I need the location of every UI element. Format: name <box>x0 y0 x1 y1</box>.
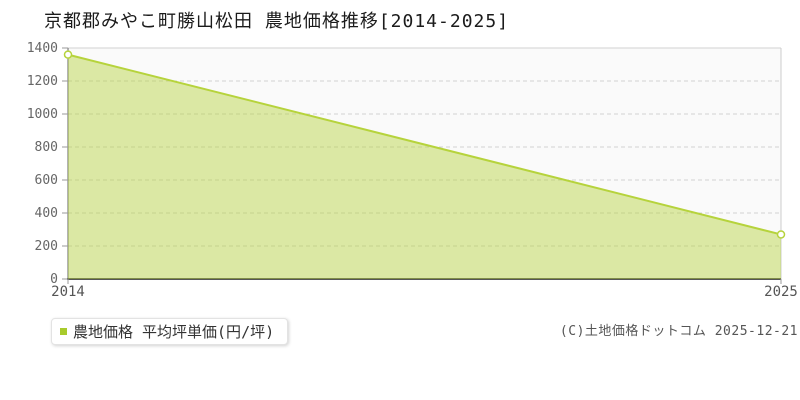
y-tick-label-600: 600 <box>35 173 58 188</box>
x-tick-label-2025: 2025 <box>764 284 798 300</box>
series-line <box>67 53 782 236</box>
y-tick-label-1200: 1200 <box>27 74 58 89</box>
copyright-text: (C)土地価格ドットコム 2025-12-21 <box>559 324 798 339</box>
x-tick-label-2014: 2014 <box>51 284 85 300</box>
series-area <box>68 54 781 279</box>
data-point-2014[interactable] <box>63 50 73 59</box>
legend[interactable]: 農地価格 平均坪単価(円/坪) <box>51 318 289 345</box>
chart-title: 京都郡みやこ町勝山松田 農地価格推移[2014-2025] <box>44 11 510 32</box>
y-tick-label-0: 0 <box>50 272 58 287</box>
legend-series-label: 農地価格 平均坪単価(円/坪) <box>73 323 275 341</box>
y-tick-label-800: 800 <box>35 140 58 155</box>
y-tick-label-200: 200 <box>35 239 58 254</box>
plot-background <box>68 48 781 279</box>
y-tick-label-1400: 1400 <box>27 41 58 56</box>
y-tick-label-400: 400 <box>35 206 58 221</box>
legend-series-swatch <box>60 328 67 335</box>
y-tick-label-1000: 1000 <box>27 107 58 122</box>
data-point-2025[interactable] <box>776 230 786 239</box>
